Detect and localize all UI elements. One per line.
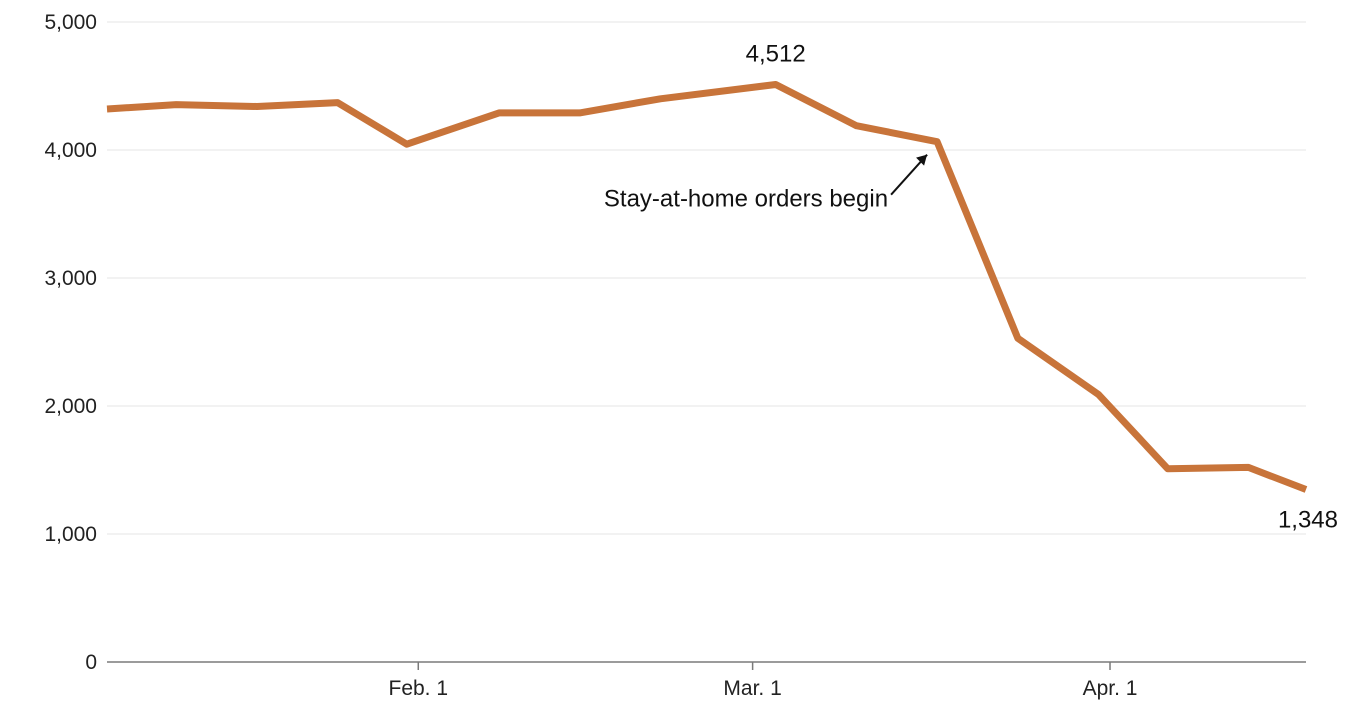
y-tick-label: 3,000 xyxy=(44,267,97,290)
y-tick-label: 5,000 xyxy=(44,11,97,34)
data-label: 4,512 xyxy=(746,40,806,67)
y-tick-label: 2,000 xyxy=(44,395,97,418)
x-axis-labels: Feb. 1 Mar. 1 Apr. 1 xyxy=(389,677,1138,700)
data-labels: 4,512 1,348 xyxy=(746,40,1338,533)
x-axis xyxy=(107,661,1306,670)
x-tick-label: Feb. 1 xyxy=(389,677,449,700)
data-label: 1,348 xyxy=(1278,506,1338,533)
annotations: Stay-at-home orders begin xyxy=(604,154,928,213)
y-axis-labels: 0 1,000 2,000 3,000 4,000 5,000 xyxy=(44,11,97,674)
y-tick-label: 4,000 xyxy=(44,139,97,162)
x-tick-label: Mar. 1 xyxy=(723,677,781,700)
x-tick-label: Apr. 1 xyxy=(1083,677,1138,700)
y-tick-label: 1,000 xyxy=(44,523,97,546)
series-line xyxy=(106,81,1308,493)
gridlines xyxy=(107,21,1306,535)
annotation-arrowhead xyxy=(916,154,928,166)
annotation-label: Stay-at-home orders begin xyxy=(604,186,888,213)
y-tick-label: 0 xyxy=(85,651,97,674)
series xyxy=(106,81,1308,493)
